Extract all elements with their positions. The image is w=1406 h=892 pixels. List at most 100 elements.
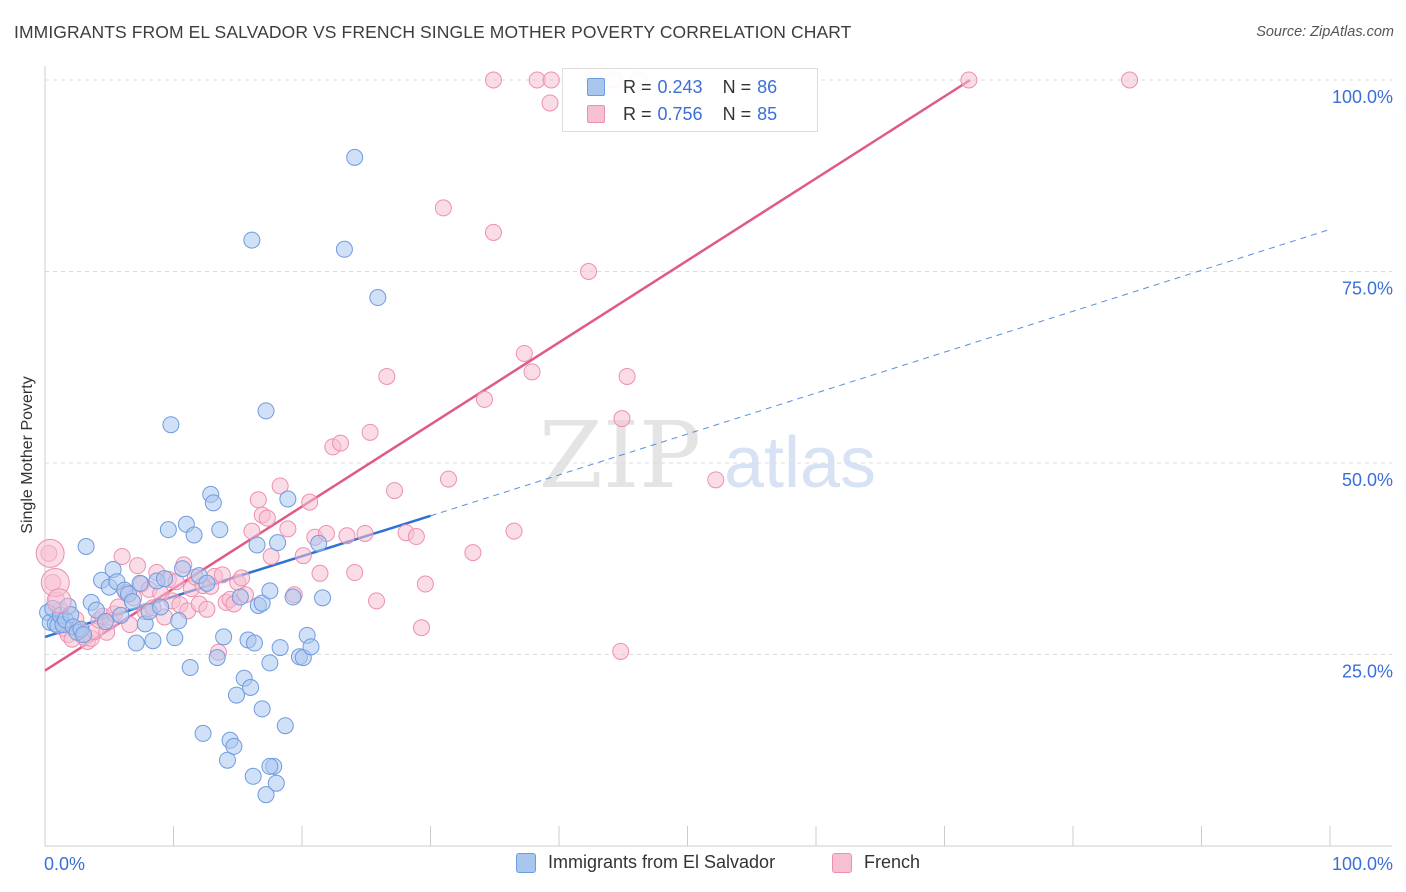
axes — [44, 66, 1392, 847]
point-french — [332, 434, 350, 452]
point-french — [484, 223, 502, 241]
point-french — [113, 547, 131, 565]
point-french — [542, 71, 560, 89]
legend-swatch-pink — [587, 105, 605, 123]
point-el-salvador — [194, 724, 212, 742]
point-el-salvador — [279, 490, 297, 508]
point-el-salvador — [75, 626, 93, 644]
point-french — [46, 588, 72, 614]
legend-row-pink: R = 0.756 N = 85 — [587, 103, 777, 125]
source-label: Source: ZipAtlas.com — [1256, 24, 1394, 40]
series-legend: Immigrants from El Salvador French — [0, 852, 1406, 876]
point-el-salvador — [215, 628, 233, 646]
point-el-salvador — [181, 659, 199, 677]
point-el-salvador — [369, 289, 387, 307]
point-el-salvador — [261, 654, 279, 672]
tick-labels: 25.0% 50.0% 75.0% 100.0% 0.0% 100.0% — [44, 87, 1393, 874]
legend-label: French — [864, 852, 921, 872]
point-french — [439, 470, 457, 488]
legend-n-value: 86 — [757, 76, 778, 97]
y-axis-label: Single Mother Poverty — [19, 376, 36, 534]
y-tick-label: 75.0% — [1342, 279, 1393, 299]
point-el-salvador — [257, 786, 275, 804]
point-el-salvador — [87, 601, 105, 619]
point-french — [386, 482, 404, 500]
point-el-salvador — [144, 632, 162, 650]
point-french — [356, 524, 374, 542]
point-french — [262, 547, 280, 565]
point-el-salvador — [162, 416, 180, 434]
point-french — [301, 493, 319, 511]
point-french — [413, 619, 431, 637]
point-french — [612, 642, 630, 660]
legend-r-label: R = — [623, 76, 652, 97]
point-french — [338, 527, 356, 545]
point-french — [541, 94, 559, 112]
legend-row-blue: R = 0.243 N = 86 — [587, 76, 777, 98]
point-el-salvador — [276, 717, 294, 735]
point-el-salvador — [227, 686, 245, 704]
point-el-salvador — [310, 534, 328, 552]
legend-item-el-salvador[interactable]: Immigrants from El Salvador — [516, 852, 775, 873]
legend-swatch-pink — [832, 852, 852, 873]
legend-swatch-blue — [516, 852, 536, 873]
legend-r-value: 0.756 — [657, 103, 703, 124]
point-el-salvador — [261, 582, 279, 600]
point-french — [960, 71, 978, 89]
point-french — [346, 564, 364, 582]
point-el-salvador — [269, 534, 287, 552]
point-el-salvador — [152, 598, 170, 616]
point-el-salvador — [314, 589, 332, 607]
point-el-salvador — [173, 560, 191, 578]
point-french — [249, 491, 267, 509]
point-el-salvador — [244, 767, 262, 785]
point-el-salvador — [198, 574, 216, 592]
point-french — [707, 471, 725, 489]
point-el-salvador — [248, 536, 266, 554]
point-french — [515, 344, 533, 362]
legend-swatch-blue — [587, 78, 605, 96]
point-french — [258, 509, 276, 527]
point-el-salvador — [208, 649, 226, 667]
point-el-salvador — [159, 521, 177, 539]
point-el-salvador — [284, 588, 302, 606]
point-el-salvador — [242, 678, 260, 696]
point-french — [528, 71, 546, 89]
point-french — [475, 390, 493, 408]
point-french — [505, 522, 523, 540]
point-french — [378, 367, 396, 385]
legend-item-french[interactable]: French — [832, 852, 920, 873]
point-french — [198, 600, 216, 618]
point-french — [484, 71, 502, 89]
point-el-salvador — [346, 148, 364, 166]
point-el-salvador — [131, 574, 149, 592]
point-french — [279, 520, 297, 538]
point-el-salvador — [253, 700, 271, 718]
point-el-salvador — [245, 634, 263, 652]
trend-extension-el-salvador — [430, 228, 1331, 517]
point-french — [129, 557, 147, 575]
point-french — [294, 547, 312, 565]
point-el-salvador — [185, 526, 203, 544]
point-el-salvador — [127, 634, 145, 652]
legend-n-label: N = — [722, 103, 752, 124]
point-el-salvador — [267, 774, 285, 792]
legend-label: Immigrants from El Salvador — [548, 852, 776, 872]
point-french — [613, 410, 631, 428]
legend-r-value: 0.243 — [657, 76, 703, 97]
point-el-salvador — [257, 402, 275, 420]
point-french — [416, 575, 434, 593]
point-el-salvador — [211, 521, 229, 539]
point-el-salvador — [156, 570, 174, 588]
point-el-salvador — [218, 751, 236, 769]
grid — [45, 79, 1392, 655]
point-el-salvador — [204, 494, 222, 512]
point-el-salvador — [231, 588, 249, 606]
point-french — [271, 477, 289, 495]
point-french — [523, 363, 541, 381]
point-french — [361, 423, 379, 441]
y-tick-label: 50.0% — [1342, 470, 1393, 490]
point-el-salvador — [335, 240, 353, 258]
watermark: ZIP atlas — [539, 402, 876, 509]
